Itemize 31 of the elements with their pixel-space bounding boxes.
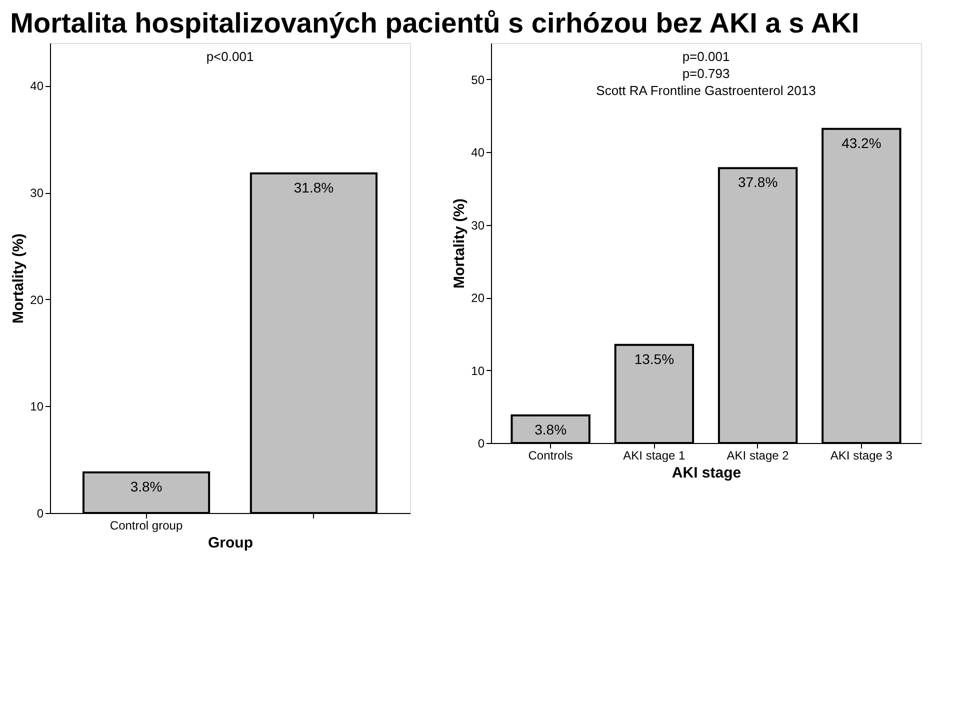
data-label: 3.8%: [130, 478, 162, 494]
data-label: 43.2%: [842, 134, 882, 151]
x-tick-label: Controls: [528, 448, 573, 462]
annotation: p=0.001: [682, 49, 730, 64]
y-tick-label: 0: [36, 506, 44, 520]
y-axis-title: Mortality (%): [451, 198, 468, 288]
x-axis-title: Group: [208, 534, 253, 552]
y-tick-label: 10: [471, 364, 485, 378]
chart-title: Mortalita hospitalizovaných pacientů s cirhózou bez AKI a s AKI: [10, 8, 860, 38]
y-tick-label: 30: [471, 218, 485, 232]
y-tick-label: 0: [478, 436, 485, 450]
data-label: 31.8%: [294, 179, 334, 196]
y-tick-label: 40: [30, 79, 44, 94]
y-tick-label: 20: [30, 292, 44, 307]
x-tick-label: Control group: [110, 518, 183, 532]
x-axis-title: AKI stage: [672, 464, 742, 482]
annotation: Scott RA Frontline Gastroenterol 2013: [596, 83, 816, 98]
data-label: 3.8%: [534, 421, 567, 438]
y-tick-label: 20: [471, 291, 485, 306]
y-tick-label: 40: [471, 146, 485, 160]
x-tick-label: AKI stage 1: [623, 448, 686, 462]
y-tick-label: 50: [471, 72, 485, 87]
annotation: p<0.001: [206, 49, 254, 64]
data-label: 37.8%: [738, 174, 778, 190]
y-axis-title: Mortality (%): [10, 233, 28, 324]
x-tick-label: AKI stage 2: [726, 448, 790, 462]
data-label: 13.5%: [634, 350, 674, 367]
y-tick-label: 30: [30, 186, 44, 200]
annotation: p=0.793: [682, 66, 730, 81]
y-tick-label: 10: [30, 400, 44, 414]
x-tick-label: AKI stage 3: [830, 448, 893, 462]
